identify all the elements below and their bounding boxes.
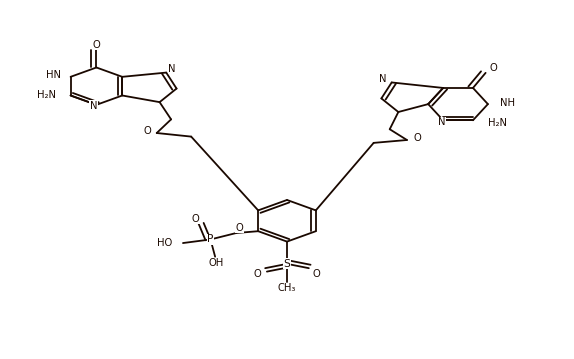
Text: O: O <box>313 269 321 279</box>
Text: H₂N: H₂N <box>37 90 56 100</box>
Text: N: N <box>379 74 386 84</box>
Text: CH₃: CH₃ <box>278 283 296 293</box>
Text: HN: HN <box>46 70 61 80</box>
Text: OH: OH <box>208 258 224 268</box>
Text: H₂N: H₂N <box>487 118 507 128</box>
Text: N: N <box>438 117 446 127</box>
Text: N: N <box>168 64 176 74</box>
Text: O: O <box>144 126 152 136</box>
Text: S: S <box>284 259 290 269</box>
Text: O: O <box>236 223 244 233</box>
Text: NH: NH <box>500 98 515 108</box>
Text: O: O <box>490 63 498 73</box>
Text: HO: HO <box>157 238 172 248</box>
Text: N: N <box>90 101 98 111</box>
Text: O: O <box>413 133 421 143</box>
Text: O: O <box>92 39 100 50</box>
Text: O: O <box>192 214 200 224</box>
Text: O: O <box>253 269 261 279</box>
Text: P: P <box>207 234 214 244</box>
